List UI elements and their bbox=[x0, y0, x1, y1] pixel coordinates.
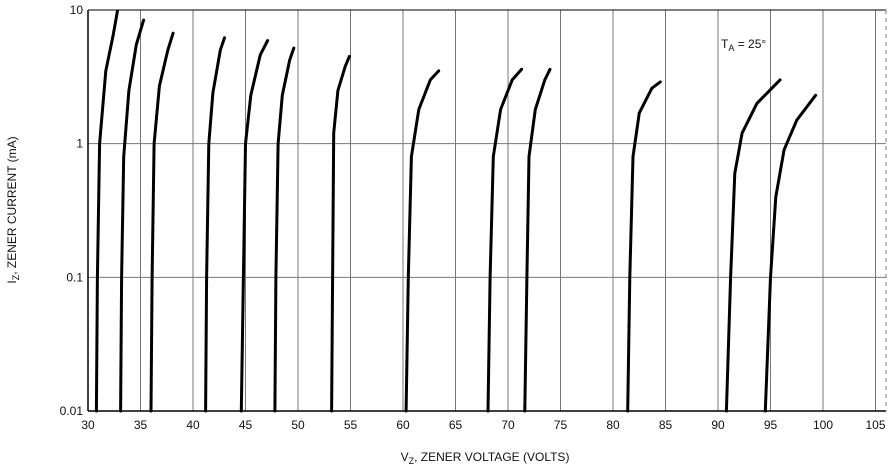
series-layer bbox=[94, 9, 818, 413]
x-tick-label: 50 bbox=[291, 418, 305, 432]
x-tick-label: 80 bbox=[606, 418, 620, 432]
annotation-prefix: T bbox=[721, 37, 729, 51]
y-axis-title-prefix: I bbox=[5, 280, 19, 283]
x-tick-label: 45 bbox=[239, 418, 253, 432]
y-axis-title-sub: Z bbox=[11, 274, 21, 280]
x-axis-title-rest: , ZENER VOLTAGE (VOLTS) bbox=[414, 450, 569, 464]
x-axis: 30 35 40 45 50 55 60 65 70 75 80 85 90 95 100 105 bbox=[81, 418, 886, 432]
y-tick-label: 10 bbox=[70, 3, 84, 17]
x-tick-label: 60 bbox=[396, 418, 410, 432]
y-axis-title-rest: , ZENER CURRENT (mA) bbox=[5, 136, 19, 274]
zener-curve-12 bbox=[724, 78, 782, 413]
annotation-sub: A bbox=[728, 43, 734, 53]
zener-curve-5 bbox=[239, 39, 270, 413]
zener-curve-8 bbox=[404, 69, 441, 413]
x-tick-label: 100 bbox=[813, 418, 833, 432]
zener-curve-6 bbox=[273, 46, 296, 413]
x-tick-label: 30 bbox=[81, 418, 95, 432]
annotation-temperature: TA = 25° bbox=[721, 37, 766, 53]
y-tick-label: 0.1 bbox=[66, 270, 83, 284]
x-axis-title-sub: Z bbox=[409, 456, 415, 466]
zener-curve-13 bbox=[763, 93, 818, 413]
zener-curve-10 bbox=[523, 67, 552, 413]
y-tick-label: 0.01 bbox=[60, 404, 84, 418]
zener-curve-9 bbox=[486, 67, 524, 413]
x-tick-label: 105 bbox=[865, 418, 885, 432]
y-axis: 0.01 0.1 1 10 bbox=[60, 3, 84, 418]
x-tick-label: 40 bbox=[186, 418, 200, 432]
x-tick-label: 75 bbox=[554, 418, 568, 432]
x-tick-label: 85 bbox=[659, 418, 673, 432]
zener-curve-2 bbox=[119, 18, 146, 413]
x-tick-label: 35 bbox=[134, 418, 148, 432]
annotation-rest: = 25° bbox=[734, 37, 766, 51]
zener-curve-4 bbox=[204, 36, 226, 413]
x-tick-label: 55 bbox=[344, 418, 358, 432]
x-tick-label: 65 bbox=[449, 418, 463, 432]
x-tick-label: 90 bbox=[711, 418, 725, 432]
zener-curve-7 bbox=[330, 54, 351, 413]
y-tick-label: 1 bbox=[76, 137, 83, 151]
zener-curve-3 bbox=[149, 31, 175, 413]
y-axis-title: IZ, ZENER CURRENT (mA) bbox=[5, 136, 21, 283]
x-tick-label: 70 bbox=[501, 418, 515, 432]
x-tick-label: 95 bbox=[764, 418, 778, 432]
zener-curve-11 bbox=[626, 80, 662, 413]
x-axis-title-prefix: V bbox=[401, 450, 409, 464]
x-axis-title: VZ, ZENER VOLTAGE (VOLTS) bbox=[401, 450, 570, 466]
zener-curve-1 bbox=[94, 9, 119, 413]
